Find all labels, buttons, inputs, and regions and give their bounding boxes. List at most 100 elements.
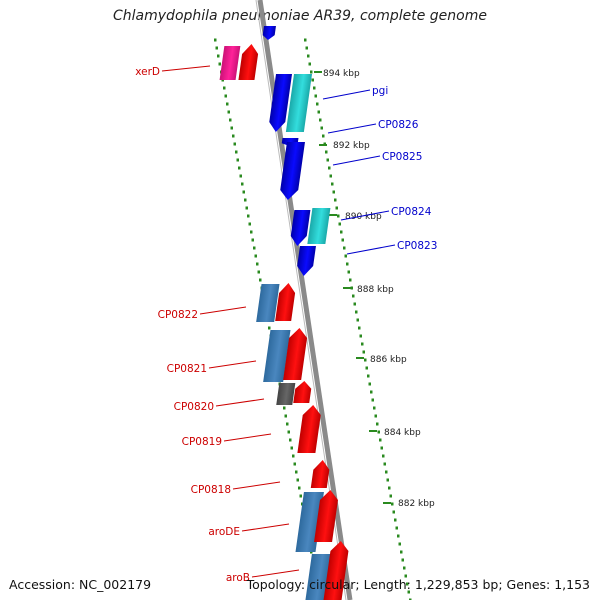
gene-label: CP0823	[397, 240, 437, 252]
leader-line	[251, 569, 300, 578]
gene-block	[238, 44, 259, 80]
gene-label: pgi	[372, 85, 388, 97]
inner-tick	[230, 126, 233, 130]
inner-tick	[257, 270, 260, 274]
outer-tick	[365, 366, 368, 370]
gene-label: CP0824	[391, 206, 432, 218]
inner-tick	[215, 46, 218, 50]
outer-tick	[341, 238, 344, 242]
inner-tick	[226, 102, 229, 106]
outer-tick	[395, 526, 398, 530]
gene-block	[307, 208, 331, 244]
inner-tick	[259, 278, 262, 282]
gene-block	[310, 460, 330, 488]
outer-tick	[310, 70, 313, 74]
gene-block	[263, 330, 291, 382]
outer-tick	[322, 134, 325, 138]
outer-tick	[340, 230, 343, 234]
gene-block	[276, 383, 296, 405]
inner-tick	[283, 406, 286, 410]
gene-label: CP0821	[167, 363, 207, 375]
gene-block	[283, 328, 308, 380]
inner-tick	[233, 142, 236, 146]
inner-tick	[287, 430, 290, 434]
accession-text: Accession: NC_002179	[9, 577, 152, 592]
leader-line	[215, 398, 265, 407]
outer-tick	[373, 406, 376, 410]
outer-tick	[355, 310, 358, 314]
inner-tick	[242, 190, 245, 194]
outer-tick	[319, 118, 322, 122]
outer-tick	[374, 414, 377, 418]
scale-label: 892 kbp	[333, 141, 370, 151]
inner-tick	[296, 478, 299, 482]
inner-tick	[248, 222, 251, 226]
outer-tick	[382, 454, 385, 458]
outer-tick	[362, 350, 365, 354]
inner-tick	[232, 134, 235, 138]
outer-tick	[314, 94, 317, 98]
inner-tick	[295, 470, 298, 474]
gene-block	[293, 381, 312, 403]
outer-tick	[337, 214, 340, 218]
outer-tick	[331, 182, 334, 186]
gene-label: CP0825	[382, 151, 422, 163]
outer-tick	[409, 598, 412, 600]
gene-label: CP0819	[182, 436, 222, 448]
inner-tick	[238, 166, 241, 170]
gene-label: xerD	[135, 66, 160, 78]
outer-tick	[316, 102, 319, 106]
outer-tick	[388, 486, 391, 490]
inner-tick	[236, 158, 239, 162]
gene-label: CP0820	[174, 401, 214, 413]
scale-label: 888 kbp	[357, 285, 394, 295]
outer-tick	[305, 46, 308, 50]
outer-tick	[338, 222, 341, 226]
outer-tick	[317, 110, 320, 114]
genome-title: Chlamydophila pneumoniae AR39, complete …	[113, 8, 487, 24]
scale-label: 886 kbp	[370, 355, 407, 365]
outer-tick	[328, 166, 331, 170]
inner-tick	[239, 174, 242, 178]
leader-line	[332, 155, 381, 166]
inner-tick	[284, 414, 287, 418]
outer-tick	[376, 422, 379, 426]
outer-tick	[380, 446, 383, 450]
outer-tick	[389, 494, 392, 498]
gene-block	[314, 490, 338, 542]
gene-block	[297, 246, 316, 276]
gene-block	[297, 405, 321, 453]
gene-block	[285, 74, 313, 132]
topology-text: Topology: circular; Length: 1,229,853 bp…	[246, 577, 590, 592]
outer-tick	[347, 270, 350, 274]
outer-tick	[325, 150, 328, 154]
inner-tick	[286, 422, 289, 426]
outer-tick	[359, 334, 362, 338]
outer-tick	[329, 174, 332, 178]
outer-tick	[358, 326, 361, 330]
inner-tick	[299, 494, 302, 498]
gene-block	[290, 210, 311, 246]
outer-tick	[332, 190, 335, 194]
leader-line	[232, 481, 281, 490]
leader-line	[340, 210, 390, 221]
leader-line	[346, 244, 396, 255]
leader-line	[322, 89, 371, 100]
gene-block	[219, 46, 241, 80]
outer-tick	[343, 246, 346, 250]
gene-blocks	[219, 26, 349, 600]
leader-line	[223, 433, 272, 442]
outer-tick	[400, 550, 403, 554]
inner-tick	[268, 326, 271, 330]
leader-line	[208, 360, 257, 369]
inner-tick	[290, 446, 293, 450]
outer-tick	[398, 542, 401, 546]
gene-block	[280, 142, 305, 200]
inner-tick	[223, 86, 226, 90]
inner-tick	[218, 62, 221, 66]
inner-tick	[217, 54, 220, 58]
inner-tick	[229, 118, 232, 122]
inner-tick	[292, 454, 295, 458]
outer-tick	[367, 374, 370, 378]
